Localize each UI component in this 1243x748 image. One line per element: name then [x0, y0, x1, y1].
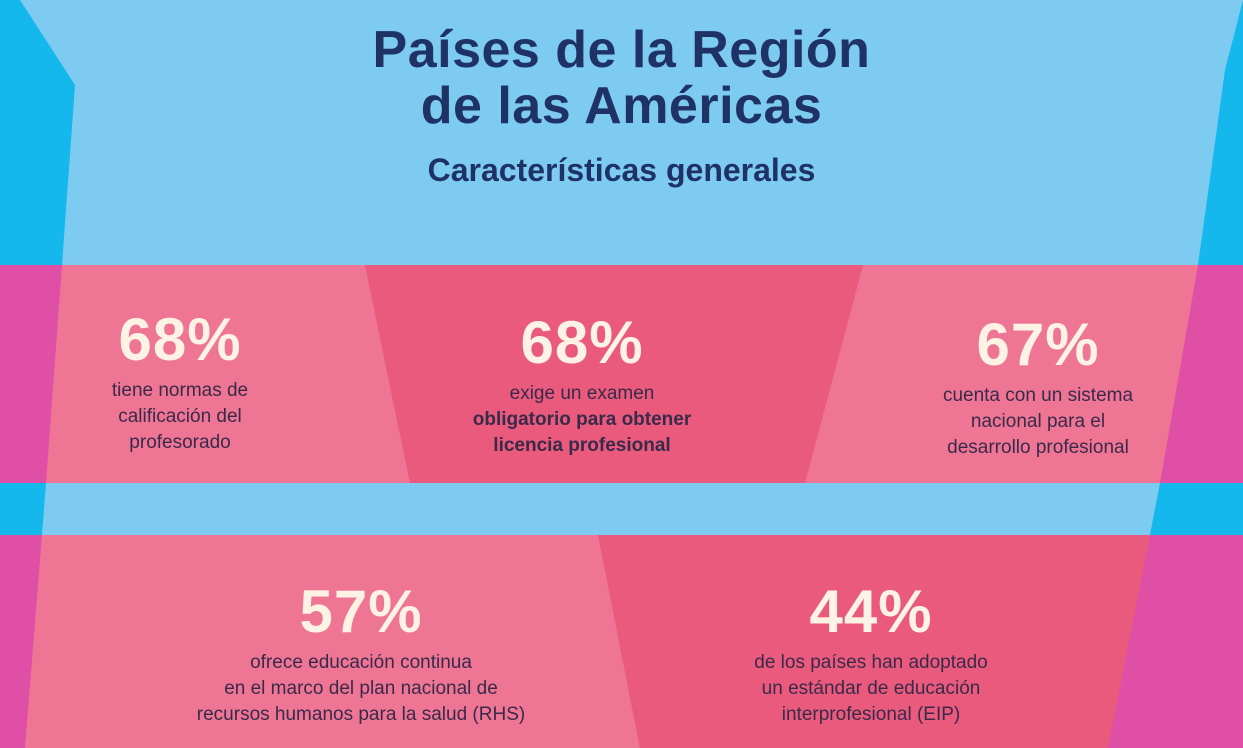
- stat-line-bold: licencia profesional: [493, 435, 671, 456]
- stat-line: de los países han adoptado: [754, 652, 988, 673]
- stat-line: en el marco del plan nacional de: [224, 678, 498, 699]
- stat-description: ofrece educación continua en el marco de…: [156, 650, 566, 728]
- stat-line: ofrece educación continua: [250, 652, 472, 673]
- stat-value: 67%: [976, 311, 1100, 378]
- stat-card-interprofessional-education: 44% de los países han adoptado un estánd…: [706, 582, 1036, 728]
- stat-line: cuenta con un sistema: [942, 385, 1134, 406]
- stat-line: recursos humanos para la salud (RHS): [196, 704, 526, 725]
- stat-description: exige un examen obligatorio para obtener…: [432, 381, 732, 459]
- stat-card-continuing-education: 57% ofrece educación continua en el marc…: [156, 582, 566, 728]
- stat-card-mandatory-exam: 68% exige un examen obligatorio para obt…: [432, 313, 732, 459]
- stat-card-professional-development: 67% cuenta con un sistema nacional para …: [888, 315, 1188, 461]
- stat-line-bold: obligatorio para obtener: [472, 409, 692, 430]
- header: Países de la Región de las Américas Cara…: [0, 22, 1243, 190]
- stat-value: 68%: [118, 306, 242, 373]
- page-title-line1: Países de la Región: [372, 21, 871, 79]
- stat-line: nacional para el: [970, 411, 1106, 432]
- stat-value: 44%: [809, 578, 933, 645]
- stat-description: cuenta con un sistema nacional para el d…: [888, 383, 1188, 461]
- stat-value: 57%: [299, 578, 423, 645]
- stat-line: interprofesional (EIP): [781, 704, 961, 725]
- stat-line: tiene normas de: [111, 380, 249, 401]
- stat-line: exige un examen: [509, 383, 655, 404]
- stat-line: calificación del: [118, 406, 242, 427]
- stat-card-teacher-standards: 68% tiene normas de calificación del pro…: [50, 310, 310, 456]
- page-title-line2: de las Américas: [420, 77, 823, 135]
- stat-line: desarrollo profesional: [947, 437, 1129, 458]
- stat-line: un estándar de educación: [761, 678, 981, 699]
- stat-description: de los países han adoptado un estándar d…: [706, 650, 1036, 728]
- stat-description: tiene normas de calificación del profeso…: [50, 378, 310, 456]
- stat-value: 68%: [520, 309, 644, 376]
- stat-line: profesorado: [129, 432, 231, 453]
- page-subtitle: Características generales: [427, 152, 816, 188]
